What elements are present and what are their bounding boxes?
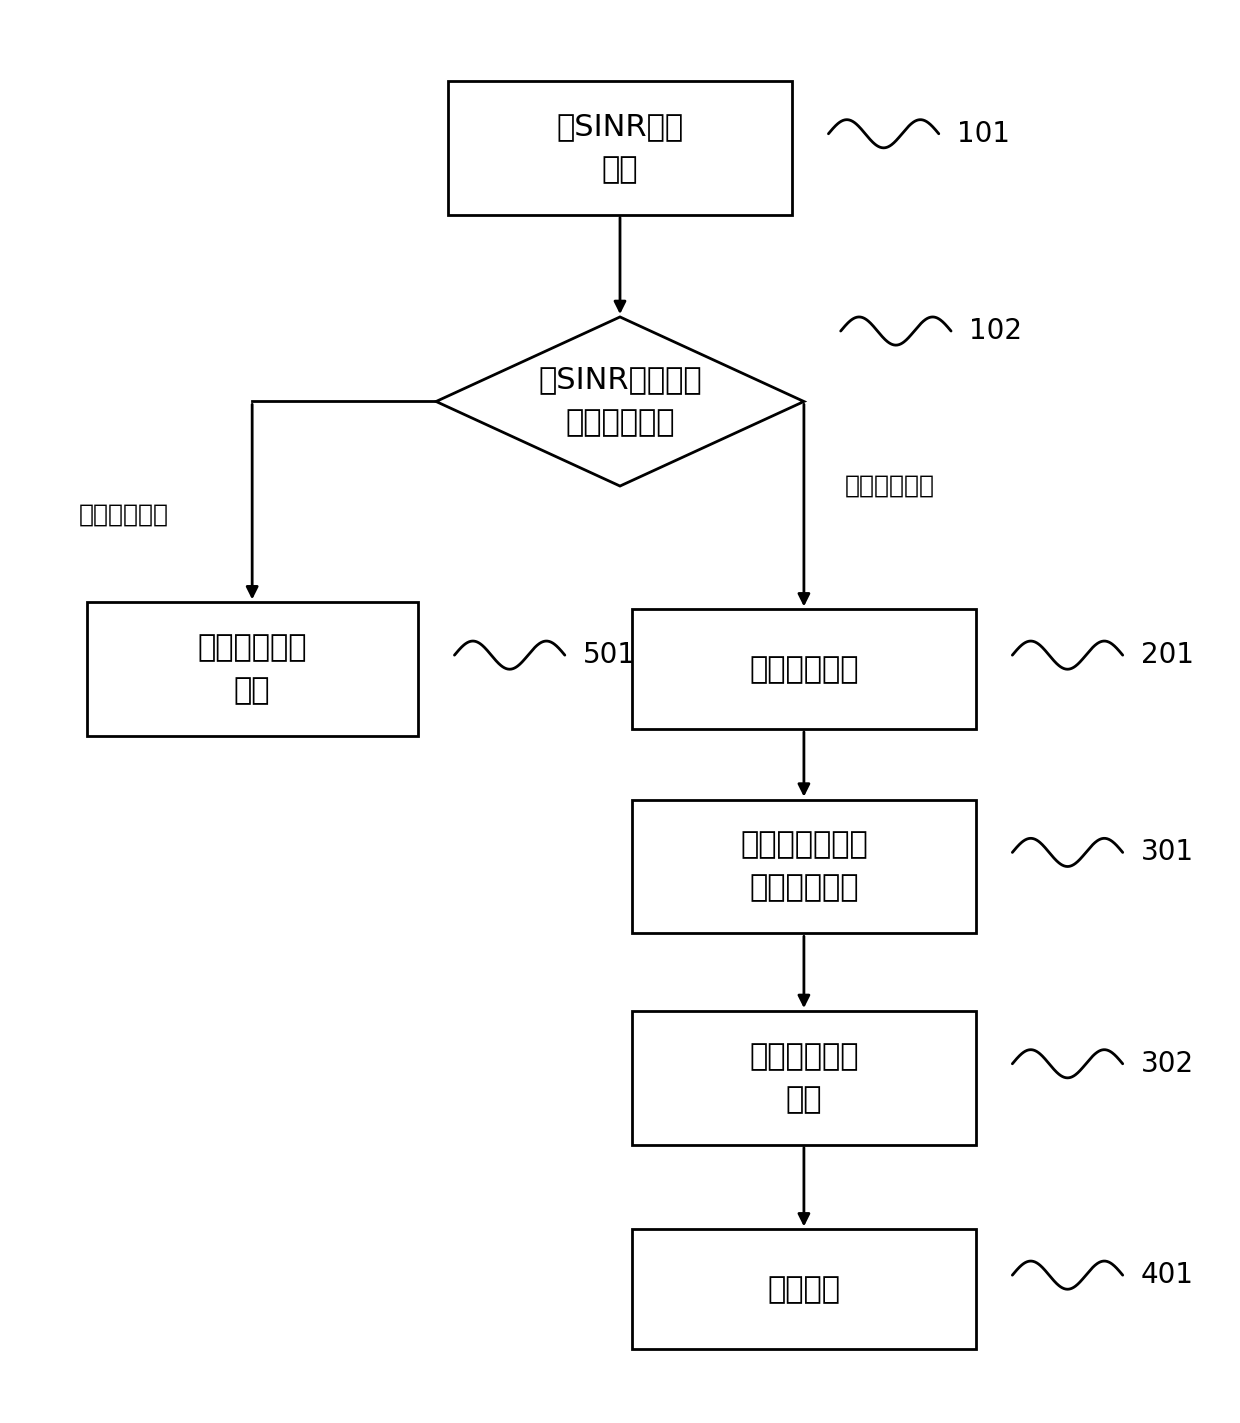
Text: 501: 501 xyxy=(583,642,636,669)
Polygon shape xyxy=(436,317,804,487)
Text: 确定干扰基站: 确定干扰基站 xyxy=(749,655,858,683)
FancyBboxPatch shape xyxy=(449,81,791,215)
Text: 101: 101 xyxy=(957,120,1011,148)
FancyBboxPatch shape xyxy=(632,1229,976,1349)
Text: 通过特定时频
发送: 通过特定时频 发送 xyxy=(749,1042,858,1114)
Text: 301: 301 xyxy=(1141,838,1194,867)
Text: 对SINR进行
估算: 对SINR进行 估算 xyxy=(557,112,683,184)
Text: 401: 401 xyxy=(1141,1261,1194,1289)
FancyBboxPatch shape xyxy=(87,602,418,736)
FancyBboxPatch shape xyxy=(632,609,976,729)
Text: 102: 102 xyxy=(970,317,1023,344)
Text: 干扰消除: 干扰消除 xyxy=(768,1275,841,1303)
Text: 小于预设阈值: 小于预设阈值 xyxy=(844,474,935,498)
FancyBboxPatch shape xyxy=(632,800,976,933)
Text: 服务基站与干扰
基站交互信息: 服务基站与干扰 基站交互信息 xyxy=(740,831,868,902)
Text: 将SINR值与预设
阈值进行比较: 将SINR值与预设 阈值进行比较 xyxy=(538,366,702,437)
Text: 201: 201 xyxy=(1141,642,1194,669)
Text: 302: 302 xyxy=(1141,1050,1194,1077)
FancyBboxPatch shape xyxy=(632,1010,976,1144)
Text: 传统干扰消除
算法: 传统干扰消除 算法 xyxy=(197,633,308,706)
Text: 大于预设阈值: 大于预设阈值 xyxy=(78,502,169,527)
